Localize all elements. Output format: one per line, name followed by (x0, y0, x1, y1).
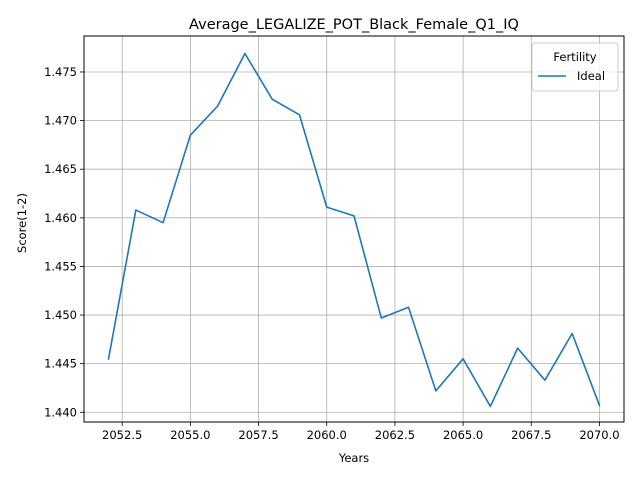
x-tick-label: 2067.5 (511, 428, 551, 442)
legend-box (531, 42, 619, 92)
y-tick-label: 1.460 (44, 211, 77, 225)
x-tick-label: 2070.0 (579, 428, 619, 442)
grid-lines (84, 36, 624, 422)
series-line-ideal (107, 52, 601, 408)
y-axis-ticks: 1.440 1.445 1.450 1.455 1.460 1.465 1.470 1.475 (44, 65, 84, 419)
plot-frame (83, 35, 625, 423)
y-tick-label: 1.470 (44, 114, 77, 128)
y-tick-label: 1.450 (44, 308, 77, 322)
y-axis-label: Score(1-2) (15, 193, 29, 253)
y-tick-label: 1.465 (44, 162, 77, 176)
x-tick-label: 2065.0 (443, 428, 483, 442)
y-tick-label: 1.475 (44, 65, 77, 79)
x-axis-label: Years (338, 451, 369, 465)
x-tick-label: 2057.5 (238, 428, 278, 442)
y-tick-label: 1.455 (44, 259, 77, 273)
x-tick-label: 2055.0 (170, 428, 210, 442)
x-tick-label: 2052.5 (102, 428, 142, 442)
legend-title: Fertility (553, 50, 596, 64)
x-tick-label: 2060.0 (307, 428, 347, 442)
legend: Fertility Ideal (531, 42, 619, 92)
x-tick-label: 2062.5 (375, 428, 415, 442)
chart-title: Average_LEGALIZE_POT_Black_Female_Q1_IQ (189, 17, 519, 33)
legend-label-ideal: Ideal (577, 69, 605, 83)
y-tick-label: 1.445 (44, 357, 77, 371)
series-lines (107, 52, 601, 408)
y-tick-label: 1.440 (44, 405, 77, 419)
x-axis-ticks: 2052.5 2055.0 2057.5 2060.0 2062.5 2065.0 2067… (102, 422, 620, 442)
